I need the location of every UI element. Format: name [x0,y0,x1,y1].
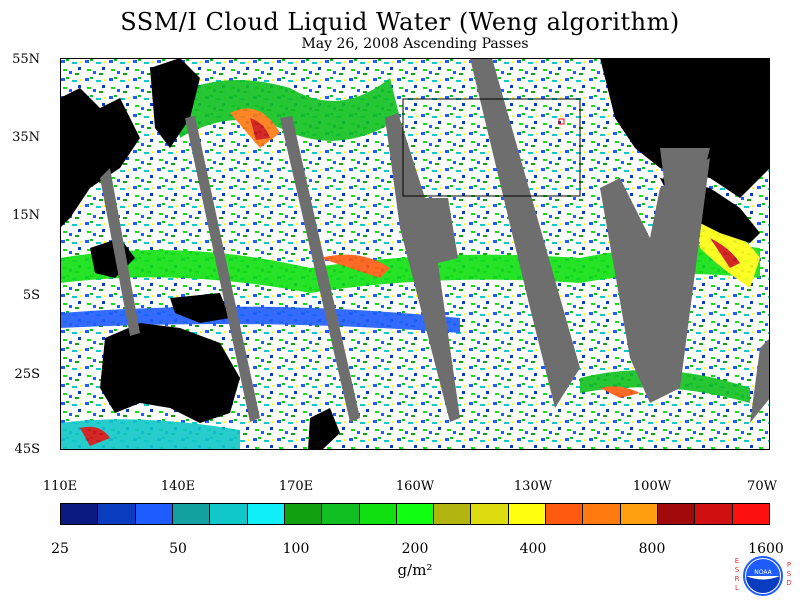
lon-label: 70W [747,479,777,494]
colorbar-tick-label: 100 [282,541,310,557]
colorbar-swatch [695,504,733,524]
units-label: g/m² [397,561,433,579]
region-box [402,98,581,197]
logo-letter: L [735,584,739,592]
map-title: SSM/I Cloud Liquid Water (Weng algorithm… [120,8,680,36]
lat-label: 5S [22,288,40,303]
logo-letter: D [786,579,791,587]
logo-letter: E [735,557,739,565]
lat-label: 25S [14,367,40,382]
colorbar-swatch [61,504,99,524]
colorbar-swatch [98,504,136,524]
colorbar-swatch [546,504,584,524]
colorbar-swatch [322,504,360,524]
logo-letter: S [735,566,740,574]
colorbar-swatch [732,504,769,524]
colorbar-tick-label: 200 [401,541,429,557]
colorbar [60,503,770,525]
colorbar-tick-label: 1600 [748,541,784,557]
land [60,58,770,450]
lon-label: 130W [513,479,553,494]
logo-letter: S [787,570,792,578]
lon-label: 140E [160,479,196,494]
colorbar-swatch [508,504,547,524]
colorbar-swatch [284,504,323,524]
swath-gaps [100,58,770,423]
lat-label: 15N [12,208,40,223]
colorbar-swatch [247,504,285,524]
colorbar-swatch [583,504,621,524]
colorbar-tick-label: 25 [51,541,69,557]
colorbar-tick-label: 50 [169,541,187,557]
colorbar-swatch [620,504,658,524]
colorbar-swatch [434,504,472,524]
colorbar-tick-label: 800 [638,541,666,557]
cloud-water-map [60,58,770,450]
lat-label: 55N [12,52,40,67]
colorbar-swatch [396,504,435,524]
lon-label: 170E [278,479,314,494]
colorbar-swatch [172,504,211,524]
logo-letter: P [787,561,791,569]
lon-label: 100W [632,479,672,494]
lon-label: 160W [395,479,435,494]
logo-letter: R [735,575,740,583]
svg-text:NOAA: NOAA [754,569,772,576]
colorbar-swatch [210,504,248,524]
lon-label: 110E [42,479,78,494]
red-marker [558,118,565,125]
lat-label: 35N [12,130,40,145]
colorbar-swatch [135,504,173,524]
colorbar-tick-label: 400 [519,541,547,557]
colorbar-swatch [471,504,509,524]
colorbar-swatch [359,504,397,524]
lat-label: 45S [14,442,40,457]
colorbar-swatch [658,504,696,524]
map-subtitle: May 26, 2008 Ascending Passes [301,36,529,52]
